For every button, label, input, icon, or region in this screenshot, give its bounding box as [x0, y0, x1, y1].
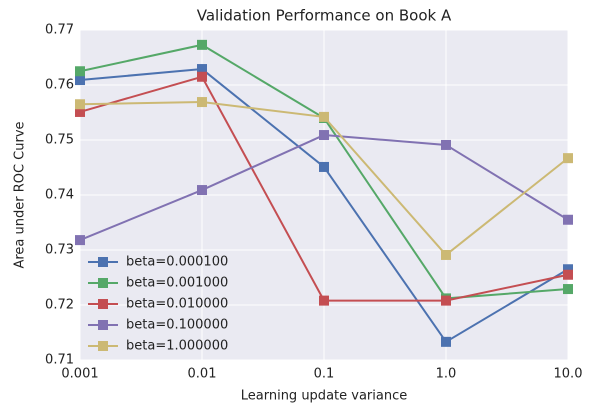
point-marker: [441, 249, 451, 260]
point-marker: [319, 130, 329, 141]
y-tick-label: 0.75: [45, 133, 74, 148]
legend-marker: [98, 299, 108, 309]
point-marker: [441, 139, 451, 150]
legend: beta=0.000100 beta=0.001000 beta=0.010000 b…: [88, 255, 228, 354]
y-tick-label: 0.74: [45, 188, 74, 203]
y-tick-label: 0.72: [45, 298, 74, 313]
legend-label: beta=0.010000: [126, 297, 228, 312]
point-marker: [197, 97, 207, 108]
y-axis-label: Area under ROC Curve: [13, 121, 28, 268]
point-marker: [319, 111, 329, 122]
legend-label: beta=0.100000: [126, 318, 228, 333]
point-marker: [197, 39, 207, 50]
y-tick-label: 0.76: [45, 78, 74, 93]
point-marker: [197, 64, 207, 75]
point-marker: [441, 295, 451, 306]
point-marker: [75, 106, 85, 117]
point-marker: [319, 161, 329, 172]
point-marker: [563, 269, 573, 280]
point-marker: [75, 75, 85, 86]
y-tick-label: 0.77: [45, 23, 74, 38]
legend-marker: [98, 278, 108, 288]
x-axis-label: Learning update variance: [241, 389, 407, 404]
point-marker: [441, 336, 451, 347]
x-tick-label: 0.001: [61, 367, 98, 382]
point-marker: [563, 284, 573, 295]
legend-marker: [98, 320, 108, 330]
point-marker: [75, 235, 85, 246]
point-marker: [197, 185, 207, 196]
point-marker: [75, 99, 85, 110]
point-marker: [563, 153, 573, 164]
point-marker: [75, 66, 85, 77]
x-tick-label: 10.0: [554, 367, 583, 382]
legend-label: beta=0.001000: [126, 276, 228, 291]
legend-label: beta=0.000100: [126, 255, 228, 270]
point-marker: [563, 214, 573, 225]
point-marker: [563, 264, 573, 275]
point-marker: [197, 71, 207, 82]
chart-title: Validation Performance on Book A: [197, 7, 452, 25]
legend-marker: [98, 257, 108, 267]
y-tick-label: 0.71: [45, 353, 74, 368]
x-tick-label: 0.1: [314, 367, 335, 382]
legend-label: beta=1.000000: [126, 339, 228, 354]
y-tick-label: 0.73: [45, 243, 74, 258]
point-marker: [319, 295, 329, 306]
x-tick-label: 0.01: [188, 367, 217, 382]
legend-marker: [98, 341, 108, 351]
x-tick-label: 1.0: [436, 367, 457, 382]
